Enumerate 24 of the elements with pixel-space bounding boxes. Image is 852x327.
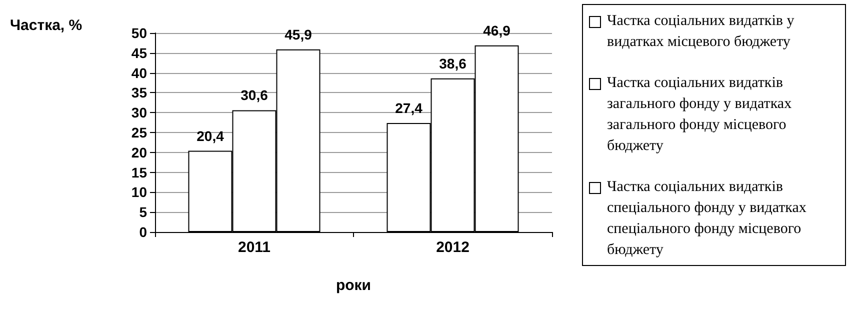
data-label: 20,4 [196, 128, 224, 144]
data-label: 38,6 [439, 55, 467, 72]
x-tick-label: 2012 [436, 239, 470, 256]
y-tick-label: 45 [131, 44, 148, 61]
legend-label: Частка соціальних видатків загального фонду у видатках загального фонду місцевого бюджету [607, 74, 793, 156]
y-tick-label: 50 [131, 25, 148, 41]
y-tick-label: 35 [131, 84, 148, 101]
data-label: 45,9 [284, 26, 312, 42]
y-tick-label: 30 [131, 104, 148, 121]
y-tick-label: 5 [139, 204, 148, 220]
y-tick-label: 20 [131, 144, 148, 160]
x-tick-label: 2011 [238, 239, 271, 256]
y-tick-label: 15 [131, 164, 148, 180]
y-tick-label: 25 [131, 124, 148, 140]
legend-label: Частка соціальних видатків у видатках місцевого бюджету [607, 12, 796, 52]
data-label: 27,4 [395, 100, 423, 116]
y-tick-label: 10 [131, 184, 148, 200]
data-label: 46,9 [483, 22, 511, 38]
y-tick-label: 0 [139, 224, 148, 240]
y-tick-label: 40 [131, 64, 148, 81]
x-axis-title: роки [336, 277, 372, 294]
y-axis-title: Частка, % [10, 17, 82, 34]
legend-label: Частка соціальних видатків спеціального фонду у видатках спеціального фонду місцевого бюджету [607, 178, 808, 260]
data-label: 30,6 [240, 87, 268, 104]
